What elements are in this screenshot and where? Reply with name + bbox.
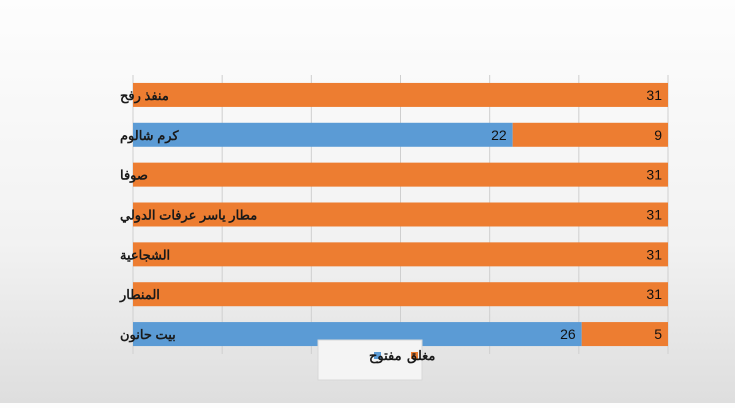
bar-closed	[133, 162, 668, 187]
legend-label-open: مفتوح	[369, 348, 402, 364]
category-label: صوفا	[120, 168, 148, 184]
bar-open	[133, 122, 513, 147]
data-label: 31	[646, 207, 662, 223]
data-label: 9	[654, 127, 662, 143]
category-label: منفذ رفح	[120, 88, 169, 104]
category-label: بيت حانون	[120, 327, 176, 343]
data-label: 5	[654, 326, 662, 342]
category-label: كرم شالوم	[120, 128, 179, 144]
category-label: المنطار	[119, 287, 160, 303]
data-label: 31	[646, 87, 662, 103]
data-label: 31	[646, 286, 662, 302]
category-label: مطار ياسر عرفات الدولي	[120, 208, 257, 224]
legend-swatch-closed	[411, 352, 418, 359]
bar-closed	[512, 122, 668, 147]
bar-closed	[133, 82, 668, 107]
legend-swatch-open	[374, 352, 381, 359]
bar-closed	[581, 322, 668, 347]
category-label: الشجاعية	[120, 247, 170, 262]
legend-label-closed: مغلق	[407, 348, 435, 364]
bar-closed	[133, 242, 668, 267]
data-label: 26	[560, 326, 576, 342]
bar-closed	[133, 282, 668, 307]
data-label: 22	[491, 127, 507, 143]
data-label: 31	[646, 167, 662, 183]
bar-closed	[133, 202, 668, 227]
data-label: 31	[646, 246, 662, 262]
legend-box	[317, 339, 423, 381]
